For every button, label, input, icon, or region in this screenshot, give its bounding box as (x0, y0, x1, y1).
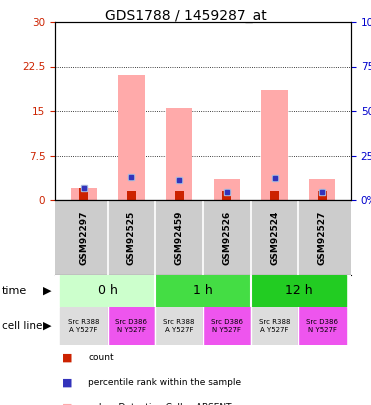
Text: Src R388
A Y527F: Src R388 A Y527F (163, 320, 195, 333)
Bar (118, 75, 145, 200)
Text: ■: ■ (62, 352, 73, 362)
Text: cell line: cell line (2, 321, 42, 331)
Text: Src R388
A Y527F: Src R388 A Y527F (68, 320, 99, 333)
Bar (214, 179, 240, 200)
Text: Src D386
N Y527F: Src D386 N Y527F (115, 320, 147, 333)
Bar (60, 307, 108, 345)
Text: GSM92527: GSM92527 (318, 210, 327, 265)
Text: 12 h: 12 h (285, 284, 312, 298)
Text: Src R388
A Y527F: Src R388 A Y527F (259, 320, 290, 333)
Text: Src D386
N Y527F: Src D386 N Y527F (306, 320, 338, 333)
Text: GSM92525: GSM92525 (127, 210, 136, 264)
Bar (155, 307, 203, 345)
Text: ■: ■ (62, 377, 73, 387)
Bar (262, 90, 288, 200)
Bar (127, 191, 136, 200)
Bar (174, 191, 184, 200)
Text: count: count (88, 353, 114, 362)
Bar (270, 191, 279, 200)
Bar (155, 275, 251, 307)
Bar (251, 275, 346, 307)
Bar (222, 191, 232, 200)
Bar (299, 307, 346, 345)
Text: Src D386
N Y527F: Src D386 N Y527F (211, 320, 243, 333)
Bar (309, 179, 335, 200)
Text: 1 h: 1 h (193, 284, 213, 298)
Text: GSM92526: GSM92526 (222, 210, 232, 264)
Text: ▶: ▶ (43, 286, 51, 296)
Text: GDS1788 / 1459287_at: GDS1788 / 1459287_at (105, 9, 266, 23)
Text: GSM92459: GSM92459 (175, 210, 184, 265)
Text: GSM92524: GSM92524 (270, 210, 279, 265)
Bar (60, 275, 155, 307)
Text: ■: ■ (62, 403, 73, 405)
Bar (70, 188, 97, 200)
Text: percentile rank within the sample: percentile rank within the sample (88, 378, 242, 387)
Text: value, Detection Call = ABSENT: value, Detection Call = ABSENT (88, 403, 232, 405)
Text: time: time (2, 286, 27, 296)
Bar (318, 191, 327, 200)
Text: ▶: ▶ (43, 321, 51, 331)
Bar (203, 307, 251, 345)
Bar (79, 188, 88, 200)
Bar (108, 307, 155, 345)
Text: 0 h: 0 h (98, 284, 118, 298)
Bar (251, 307, 299, 345)
Text: GSM92297: GSM92297 (79, 210, 88, 265)
Bar (166, 108, 192, 200)
